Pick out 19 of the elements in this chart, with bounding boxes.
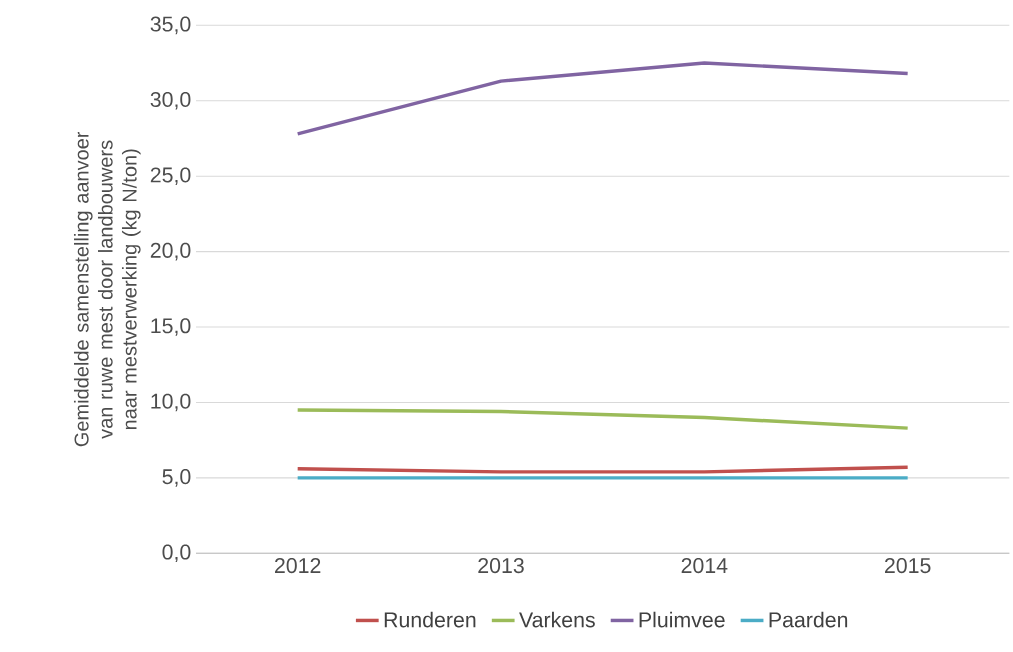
line-series: [295, 408, 910, 430]
legend-label: Pluimvee: [639, 611, 725, 628]
x-tick-label: 2013: [478, 558, 524, 574]
y-axis-title: Gemiddelde samenstelling aanvoer van ruwe mest door landbouwers naar mestverwerking (kg N/ton): [73, 131, 141, 447]
y-tick-label: 15,0: [151, 318, 191, 336]
line-series: [295, 61, 910, 136]
y-tick-label: 0,0: [162, 544, 191, 563]
legend-label: Runderen: [384, 611, 476, 628]
x-tick-label: 2014: [681, 558, 728, 574]
y-tick-label: 20,0: [150, 242, 191, 261]
y-tick-label: 30,0: [150, 91, 191, 110]
y-tick-label: 10,0: [151, 393, 191, 412]
legend-label: Varkens: [519, 611, 595, 628]
y-tick-label: 5,0: [162, 469, 191, 487]
x-tick-label: 2015: [885, 558, 931, 574]
y-tick-label: 25,0: [150, 167, 191, 185]
legend-label: Paarden: [769, 611, 848, 628]
x-tick-label: 2012: [275, 558, 321, 574]
y-tick-label: 35,0: [150, 16, 191, 35]
